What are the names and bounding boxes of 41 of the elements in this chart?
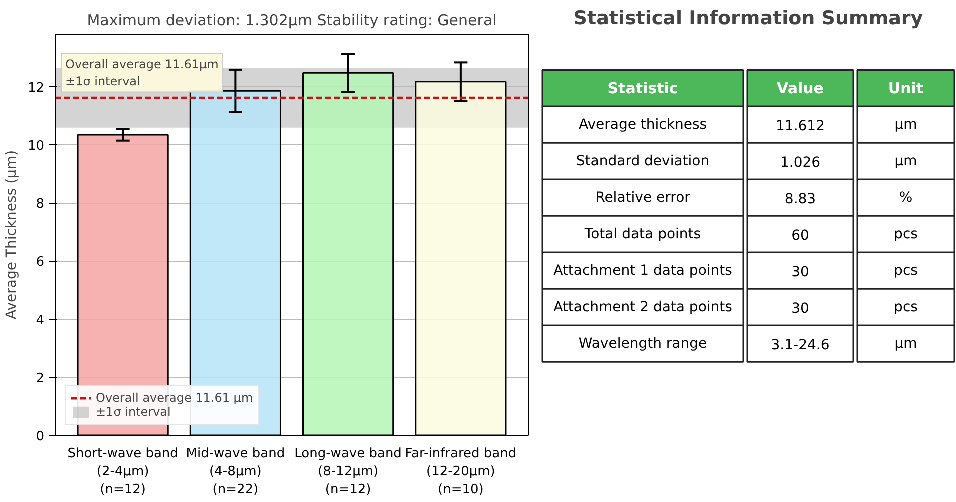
y-axis-title: Average Thickness (μm) xyxy=(4,150,20,320)
text: Total data points xyxy=(584,226,702,242)
text: μm xyxy=(894,116,918,133)
text: 30 xyxy=(792,264,810,280)
legend-label: ±1σ interval xyxy=(96,405,171,419)
category-label: Unit xyxy=(888,79,924,98)
y-tick-label: 6 xyxy=(36,255,45,270)
x-tick-label: Short-wave band (2-4μm) (n=12) xyxy=(68,446,178,498)
legend-label: Overall average 11.61 μm xyxy=(96,391,254,405)
text: % xyxy=(899,190,913,206)
text: Average thickness xyxy=(578,116,708,133)
text: μm xyxy=(894,336,918,352)
text: Wavelength range xyxy=(578,336,708,352)
y-tick-label: 0 xyxy=(36,430,45,444)
text: 8.83 xyxy=(784,191,816,208)
x-tick-label: Far-infrared band (12-20μm) (n=10) xyxy=(405,446,517,498)
text: Statistical Information Summary xyxy=(574,8,924,30)
y-tick-label: 4 xyxy=(36,313,45,328)
x-tick-label: Long-wave band (8-12μm) (n=12) xyxy=(294,446,402,498)
chart-title: Maximum deviation: 1.302μm Stability rating: General xyxy=(87,12,497,30)
annotation: Overall average 11.61μm ±1σ interval xyxy=(66,58,219,88)
text: μm xyxy=(894,153,918,170)
y-tick-label: 12 xyxy=(28,80,45,96)
text: Standard deviation xyxy=(576,153,710,170)
text: 30 xyxy=(792,300,810,317)
y-tick-label: 10 xyxy=(28,138,45,154)
text: pcs xyxy=(894,226,918,242)
text: 60 xyxy=(792,228,810,244)
text: Relative error xyxy=(596,190,691,206)
text: pcs xyxy=(894,299,918,316)
y-tick-label: 8 xyxy=(36,197,45,212)
category-label: Value xyxy=(777,79,824,98)
text: 1.026 xyxy=(780,154,821,171)
x-tick-label: Mid-wave band (4-8μm) (n=22) xyxy=(186,446,286,498)
y-tick-label: 2 xyxy=(36,371,45,386)
text: pcs xyxy=(894,262,918,279)
text: 11.612 xyxy=(776,118,826,134)
text: Attachment 1 data points xyxy=(554,262,732,279)
text: 3.1-24.6 xyxy=(771,337,830,354)
text: Attachment 2 data points xyxy=(554,299,732,316)
category-label: Statistic xyxy=(608,79,678,98)
